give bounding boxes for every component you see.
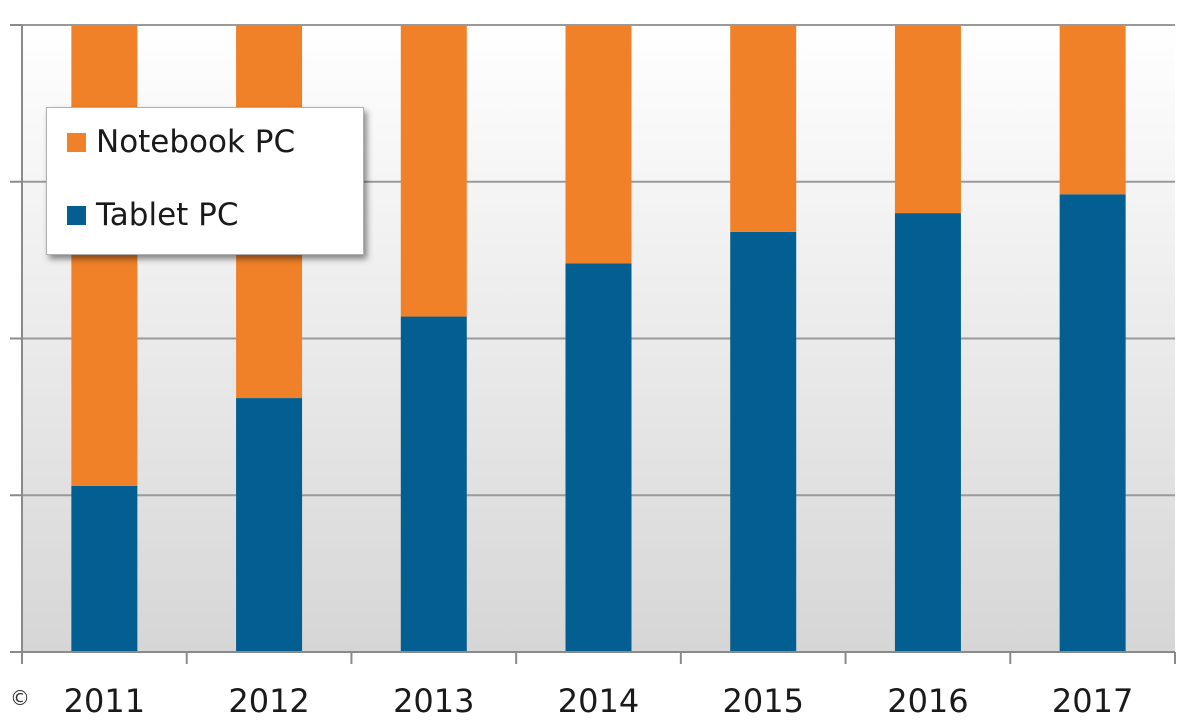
bar-tablet-pc-2011 [71, 485, 138, 652]
copyright-mark: © [10, 686, 30, 710]
bar-notebook-pc-2014 [565, 25, 632, 264]
chart-legend: Notebook PC Tablet PC [46, 107, 364, 255]
x-tick-label-2016: 2016 [887, 682, 968, 720]
bar-tablet-pc-2015 [730, 231, 797, 652]
bar-tablet-pc-2014 [565, 263, 632, 652]
bar-notebook-pc-2015 [730, 25, 797, 232]
bar-notebook-pc-2013 [400, 25, 467, 317]
x-tick-label-2017: 2017 [1052, 682, 1133, 720]
bar-notebook-pc-2017 [1059, 25, 1126, 195]
legend-swatch-tablet [67, 205, 86, 225]
x-tick-label-2011: 2011 [64, 682, 145, 720]
bar-tablet-pc-2017 [1059, 194, 1126, 653]
bar-notebook-pc-2016 [894, 25, 961, 214]
legend-item-tablet: Tablet PC [67, 195, 239, 235]
legend-item-notebook: Notebook PC [67, 122, 295, 162]
x-tick-label-2014: 2014 [558, 682, 639, 720]
bar-tablet-pc-2013 [400, 316, 467, 652]
legend-label-tablet: Tablet PC [96, 197, 239, 233]
legend-label-notebook: Notebook PC [96, 124, 296, 160]
x-tick-label-2012: 2012 [228, 682, 309, 720]
axes [21, 25, 1176, 664]
x-tick-label-2013: 2013 [393, 682, 474, 720]
bar-notebook-pc-2011 [71, 25, 138, 486]
bar-tablet-pc-2012 [236, 398, 303, 652]
x-tick-labels: 2011 2012 2013 2014 2015 2016 2017 [64, 682, 1134, 720]
legend-swatch-notebook [67, 132, 86, 152]
x-tick-label-2015: 2015 [722, 682, 803, 720]
bar-tablet-pc-2016 [894, 213, 961, 652]
